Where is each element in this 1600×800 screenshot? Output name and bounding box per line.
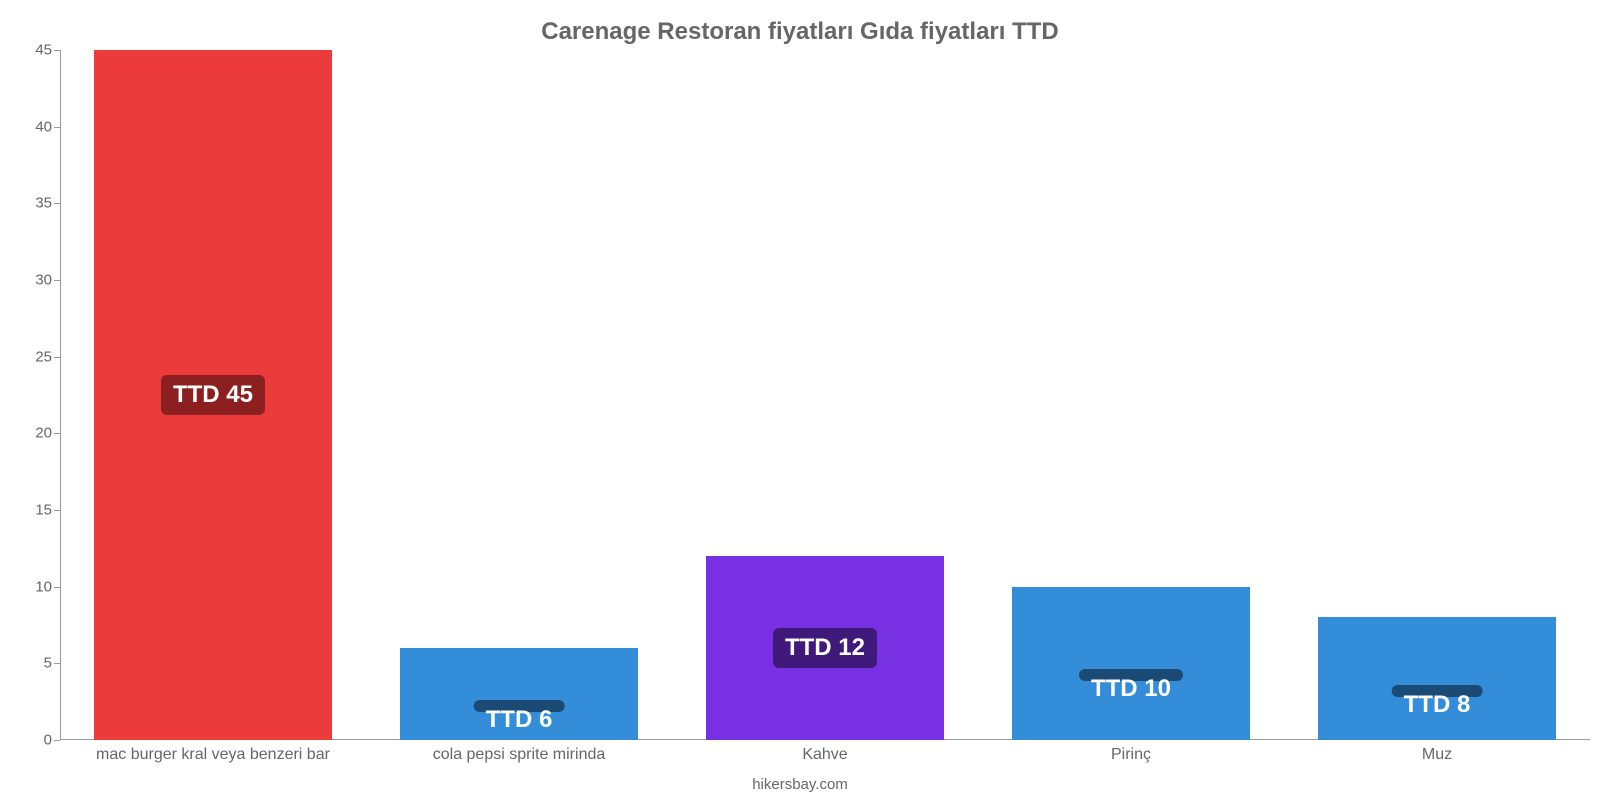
bar: TTD 10 bbox=[1012, 587, 1251, 740]
bar-value-label: TTD 10 bbox=[1079, 669, 1183, 681]
x-axis-label: Muz bbox=[1284, 746, 1590, 764]
bar-slot: TTD 8 bbox=[1284, 50, 1590, 740]
bar-slot: TTD 45 bbox=[60, 50, 366, 740]
x-axis-label: Kahve bbox=[672, 746, 978, 764]
plot-area: 051015202530354045 TTD 45TTD 6TTD 12TTD … bbox=[60, 50, 1590, 740]
bar: TTD 12 bbox=[706, 556, 945, 740]
bar-slot: TTD 12 bbox=[672, 50, 978, 740]
y-tick-mark bbox=[54, 740, 60, 741]
x-axis-label: cola pepsi sprite mirinda bbox=[366, 746, 672, 764]
bar-value-label: TTD 45 bbox=[161, 375, 265, 415]
bar: TTD 6 bbox=[400, 648, 639, 740]
bar-value-label: TTD 6 bbox=[474, 700, 565, 712]
bar: TTD 45 bbox=[94, 50, 333, 740]
bar-slot: TTD 10 bbox=[978, 50, 1284, 740]
bar-slot: TTD 6 bbox=[366, 50, 672, 740]
x-axis-label: mac burger kral veya benzeri bar bbox=[60, 746, 366, 764]
x-axis-labels: mac burger kral veya benzeri barcola pep… bbox=[60, 746, 1590, 764]
chart-container: Carenage Restoran fiyatları Gıda fiyatla… bbox=[0, 0, 1600, 800]
chart-footer: hikersbay.com bbox=[0, 776, 1600, 793]
x-axis-label: Pirinç bbox=[978, 746, 1284, 764]
bar-value-label: TTD 12 bbox=[773, 628, 877, 668]
bars-row: TTD 45 TTD 6 TTD 12 TTD 10 TTD 8 bbox=[60, 50, 1590, 740]
bar: TTD 8 bbox=[1318, 617, 1557, 740]
bar-value-label: TTD 8 bbox=[1392, 685, 1483, 697]
chart-title: Carenage Restoran fiyatları Gıda fiyatla… bbox=[0, 18, 1600, 46]
